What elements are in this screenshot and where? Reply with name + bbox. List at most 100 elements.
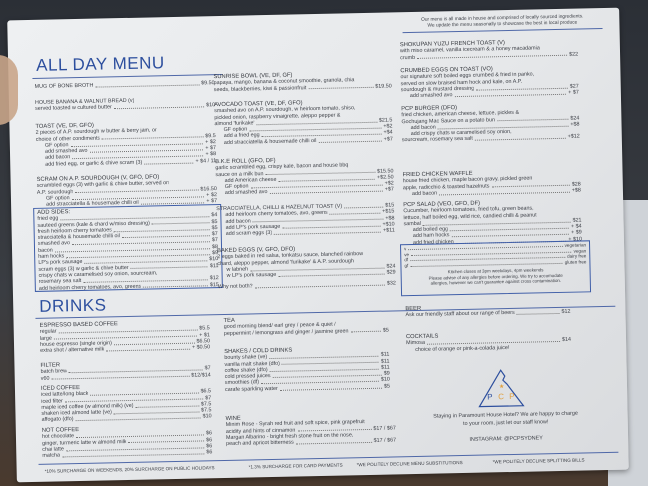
dot-leader — [106, 348, 191, 352]
dot-leader — [269, 190, 383, 195]
dot-leader — [62, 453, 205, 458]
menu-line: MUG OF BONE BROTH $9.50 — [35, 80, 215, 90]
item-name: MUG OF BONE BROTH — [34, 82, 94, 90]
item-price: $10 — [202, 413, 212, 420]
item-name: peach and apricot bitterness — [226, 439, 294, 448]
item-name: add scram eggs (3) — [225, 230, 273, 238]
item-price: $5 — [382, 327, 389, 334]
hotel-note: Staying in Paramount House Hotel? We are… — [416, 410, 596, 429]
dot-leader — [350, 331, 381, 333]
section-espresso: ESPRESSO BASED COFFEE regular $5.5 large + $… — [40, 319, 211, 354]
section-crumbed-eggs: CRUMBED EGGS ON TOAST (vo) our signature … — [400, 65, 579, 100]
menu-paper: Our menu is all made in house and compri… — [7, 7, 629, 483]
section-stracciatella-toast: STRACCIATELLA, CHILLI & HAZELNUT TOAST (… — [216, 202, 395, 237]
dot-leader — [417, 55, 568, 60]
dot-leader — [454, 93, 567, 98]
item-price: $6 — [206, 449, 213, 456]
item-name: Why not both? — [217, 283, 253, 291]
dot-leader — [474, 138, 566, 141]
section-why-not-both: Why not both? $32 — [218, 280, 396, 290]
item-price: + $0.50 — [191, 344, 211, 351]
item-price: +$12 — [567, 133, 580, 141]
item-price: +$7 — [383, 136, 393, 143]
section-sunrise-bowl: SUNRISE BOWL (ve, df, gf) papaya, mango, … — [213, 70, 391, 93]
section-baked-eggs: BAKED EGGS (v, gfo, dfo) 2 eggs baked in … — [217, 244, 396, 279]
section-banana-bread: HOUSE BANANA & WALNUT BREAD (v) served to… — [35, 96, 215, 112]
item-price: $12 — [561, 309, 571, 316]
section-bone-broth: MUG OF BONE BROTH $9.50 — [35, 80, 215, 90]
dot-leader — [279, 387, 383, 391]
dot-leader — [278, 273, 385, 277]
section-pcp-burger: PCP BURGER (dfo) fried chicken, american … — [401, 103, 580, 145]
thumb — [0, 55, 18, 125]
dot-leader — [344, 206, 384, 209]
item-price: +$8 — [571, 187, 581, 194]
item-price: $17 / $67 — [373, 437, 397, 445]
dot-leader — [75, 417, 201, 422]
item-name: Ask our friendly staff about our range o… — [405, 310, 515, 319]
item-price: $17 / $67 — [373, 425, 396, 432]
drinks-title: DRINKS — [39, 295, 107, 316]
item-name: w LP's pork sausage — [226, 272, 277, 280]
pcp-logo: ★ P C P — [478, 369, 525, 408]
item-name: affogato (dfo) — [41, 416, 74, 424]
dot-leader — [318, 140, 382, 143]
item-name: matcha — [42, 452, 61, 460]
section-scram: SCRAM ON A.P. SOURDOUGH (v, gfo, dfo) scr… — [37, 173, 218, 208]
footer-substitutions: *WE POLITELY DECLINE MENU SUBSTITUTIONS — [356, 460, 463, 468]
item-name: add fried egg, or garlic & chive scram (… — [45, 159, 143, 168]
instagram-handle[interactable]: INSTAGRAM: @PCPSYDNEY — [469, 435, 543, 443]
section-pcp-salad: PCP SALAD (veo, gfo, df) Cucumber, heirlo… — [403, 198, 582, 246]
item-price: $19.50 — [375, 83, 392, 90]
dot-leader — [144, 162, 194, 165]
footer-surcharge: *10% SURCHARGE ON WEEKENDS, 20% SURCHARG… — [44, 465, 215, 474]
item-name: gf — [404, 262, 409, 268]
item-name: peppermint / lemongrass and ginger / jas… — [223, 327, 349, 337]
item-name: add heirloom cherry tomatoes, avo, green… — [38, 283, 142, 292]
item-name: seeds, blackberries, kiwi & passionfruit — [213, 84, 307, 93]
footer-card-surcharge: *1.3% SURCHARGE FOR CARD PAYMENTS — [248, 462, 343, 470]
dot-leader — [254, 284, 385, 289]
item-price: $22 — [568, 51, 579, 58]
svg-text:★: ★ — [499, 383, 505, 390]
svg-text:P: P — [509, 392, 515, 401]
dot-leader — [308, 87, 374, 90]
section-cocktails: COCKTAILS Mimosa $14 choice of orange or pi… — [406, 331, 571, 353]
item-price: $12/$14 — [191, 371, 211, 379]
item-name: sourcream, rosemary sea salt — [401, 136, 473, 144]
item-price: $5 — [383, 383, 391, 390]
item-price: +$8 — [570, 121, 580, 128]
item-name: add smashed avo — [224, 189, 268, 197]
section-beer: BEER Ask our friendly staff about our ran… — [405, 303, 570, 319]
section-bke-roll: B.K.E ROLL (gfo, df) garlic scrambled egg… — [215, 155, 394, 197]
menu-line: Why not both? $32 — [218, 280, 396, 290]
item-name: served toasted w cultured butter — [35, 104, 112, 113]
dot-leader — [516, 313, 560, 315]
section-iced-coffee: ICED COFFEE iced latte/long black $6.5 iced… — [41, 382, 212, 423]
section-tea: TEA good morning blend/ earl grey / peace… — [224, 315, 389, 337]
item-name: add bacon — [411, 190, 438, 197]
item-price: $32 — [386, 280, 396, 287]
section-avocado-toast: AVOCADO TOAST (ve, df, gfo) smashed avo o… — [214, 98, 393, 146]
item-name: add smashed avo — [409, 92, 453, 100]
section-wine: WINE Minim Rose - Syrah red fruit and sof… — [226, 412, 397, 447]
item-name: add stracciatella & housemade chilli oil — [223, 137, 317, 146]
item-price: $29 — [386, 269, 396, 276]
item-price: + $4 / 11 — [195, 157, 217, 165]
section-not-coffee: NOT COFFEE hot chocolate $6 ginger, turmeri… — [42, 424, 213, 459]
item-price: +$7 — [384, 186, 394, 194]
item-name: v60 — [40, 375, 50, 382]
item-price: gluten free — [564, 259, 587, 265]
item-price: $14 — [561, 337, 572, 344]
dot-leader — [113, 106, 205, 110]
section-shakes: SHAKES / COLD DRINKS bounty shake (ve) $11… — [224, 346, 390, 394]
item-price: +$11 — [382, 227, 395, 234]
item-name: crumb — [400, 54, 416, 61]
section-toast: TOAST (ve, df, gfo) 2 pieces of A.P. sour… — [35, 120, 216, 168]
item-name: carafe sparkling water — [224, 385, 278, 393]
dietary-legend: v vegetarian ve vegan df dairy free gf gluten f… — [404, 242, 586, 268]
section-filter: FILTER batch brew $7 v60 $12/$14 — [40, 359, 210, 381]
section-add-sides: ADD SIDES: fried egg $4 sauteed greens (kal… — [37, 206, 219, 292]
dot-leader — [51, 376, 190, 381]
svg-text:P: P — [487, 392, 493, 401]
